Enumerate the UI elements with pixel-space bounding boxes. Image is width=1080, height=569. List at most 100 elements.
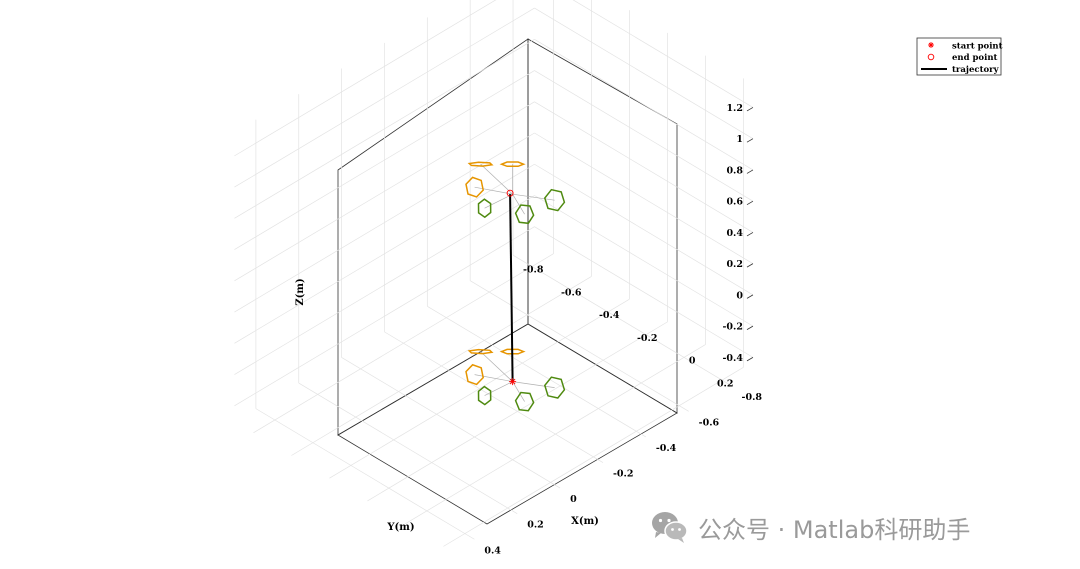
grid-line-wall-z [534,70,754,202]
drone-rotor [465,176,485,198]
z-tick-label: 0.4 [726,228,743,239]
start-marker-stroke [509,378,516,385]
grid-line-wall-z [534,38,754,171]
y-tick-label: 0 [689,356,696,367]
x-tick-label: 0.2 [527,520,544,531]
grid-line-wall-z [534,132,754,264]
z-tick-mark [746,138,754,143]
grid-line-wall-z [534,226,754,358]
grid-line-wall-z [234,101,535,282]
start-point-marker [509,378,517,386]
grid-line-wall-z [572,0,754,108]
drone-arm [484,193,513,209]
z-tick-mark [746,294,754,299]
z-tick-labels: 1.2 1 0.8 0.6 0.4 0.2 0 -0.2 -0.4 [722,103,754,364]
drone-rotor [477,385,492,406]
drone-rotor [499,348,526,355]
drone-arm [512,381,555,388]
y-tick-label: -0.2 [637,333,657,344]
grid-line-floor-x [341,357,561,489]
z-axis-label: Z(m) [295,278,306,305]
drone-rotor [499,161,526,168]
grid-line-wall-z [234,7,535,188]
grid-line-floor-y [253,253,554,434]
grid-line-floor-x [427,305,646,438]
z-tick-mark [746,169,754,174]
grid-line-wall-z [234,226,535,407]
drone-arm [474,186,513,195]
grid-line-floor-x [298,382,518,514]
drone-rotor [543,376,566,399]
gridlines [234,0,754,547]
grid-line-wall-z [534,7,754,139]
legend-trajectory-label: trajectory [952,65,1000,75]
z-tick-label: 0.8 [726,165,743,176]
drone-arm [512,193,525,215]
grid-line-floor-y [405,344,706,524]
z-tick-label: -0.2 [722,322,742,333]
drone-model-end [465,161,566,225]
drone-models [465,161,566,412]
y-axis-label: Y(m) [386,522,414,533]
grid-line-wall-z [234,0,497,157]
z-tick-mark [746,325,754,330]
y-tick-labels: -0.8 -0.6 -0.4 -0.2 0 0.2 [523,265,733,390]
grid-line-floor-y [367,321,668,502]
grid-line-floor-y [329,298,630,479]
y-tick-label: -0.6 [561,287,582,298]
grid-line-wall-z [234,70,535,250]
drone-arm [512,193,555,201]
x-tick-label: 0.4 [484,545,501,556]
x-tick-label: -0.6 [699,417,720,428]
z-tick-mark [746,200,754,206]
x-tick-label: -0.4 [656,443,677,454]
drone-arm [474,374,513,382]
grid-line-floor-x [470,280,689,412]
legend-start-symbol [928,42,934,48]
box-back-right-wall [527,38,678,414]
grid-line-wall-z [234,163,535,344]
z-tick-label: -0.4 [722,353,743,364]
drone-arm [480,351,513,382]
x-tick-label: 0 [570,494,577,505]
drone-rotor [467,161,494,167]
watermark: 公众号 · Matlab科研助手 [650,507,970,547]
grid-line-floor-x [384,331,604,463]
box-floor [337,323,678,525]
z-tick-label: 0 [736,290,743,301]
y-tick-label: 0.2 [717,378,734,389]
box-back-left-wall [337,38,529,436]
grid-line-wall-z [234,38,535,219]
x-tick-label: -0.2 [613,469,633,480]
x-tick-labels: -0.8 -0.6 -0.4 -0.2 0 0.2 0.4 [484,392,762,556]
grid-line-wall-z [534,101,754,233]
z-tick-mark [746,107,754,112]
z-tick-label: 1 [736,134,743,145]
axes-box [337,38,678,525]
grid-line-floor-x [512,254,732,387]
drone-rotor [477,198,492,219]
y-tick-label: -0.8 [523,265,544,276]
drone-arm [484,381,513,396]
drone-rotor [467,348,494,355]
grid-line-floor-y [291,276,592,456]
legend-end-label: end point [952,53,998,63]
z-tick-mark [746,263,754,268]
grid-line-floor-y [443,367,744,547]
grid-line-floor-x [255,408,475,540]
z-tick-mark [746,357,754,362]
legend-end-symbol [927,53,935,61]
drone-rotor [514,391,535,412]
drone-rotor [514,204,535,225]
grid-line-wall-z [534,163,754,296]
legend-start-label: start point [952,42,1003,52]
z-tick-label: 0.2 [726,259,743,270]
drone-arm [480,163,513,195]
x-tick-label: -0.8 [742,392,763,403]
legend: start point end point trajectory [916,37,1003,76]
end-point-marker [506,189,514,197]
z-tick-label: 0.6 [726,197,743,208]
drone-rotor [543,188,566,212]
drone-rotor [465,363,485,386]
